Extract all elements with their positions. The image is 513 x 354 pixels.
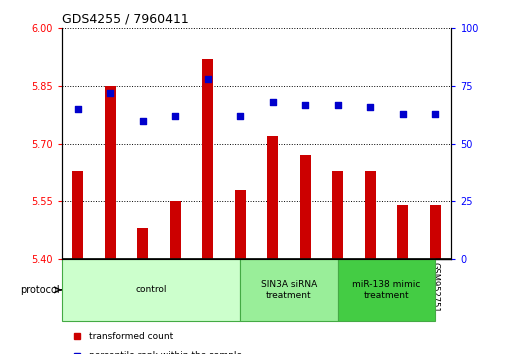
Bar (429, 205, 441, 259)
Text: miR-138 mimic
treatment: miR-138 mimic treatment (352, 280, 421, 299)
Bar (62, 259, 240, 321)
Point (139, 118, 147, 124)
Text: SIN3A siRNA
treatment: SIN3A siRNA treatment (261, 280, 317, 299)
Bar (300, 155, 311, 259)
Point (399, 111, 407, 116)
Text: percentile rank within the sample: percentile rank within the sample (89, 351, 242, 354)
Bar (332, 171, 343, 259)
Bar (365, 171, 376, 259)
Point (236, 113, 244, 119)
Point (301, 102, 309, 107)
Bar (338, 259, 435, 321)
Bar (234, 190, 246, 259)
Point (171, 113, 180, 119)
Bar (170, 201, 181, 259)
Point (333, 102, 342, 107)
Point (204, 76, 212, 82)
Bar (72, 171, 84, 259)
Point (269, 99, 277, 105)
Point (74, 106, 82, 112)
Text: protocol: protocol (21, 285, 60, 295)
Text: control: control (135, 285, 167, 295)
Text: transformed count: transformed count (89, 332, 173, 341)
Point (106, 90, 114, 96)
Point (431, 111, 439, 116)
Bar (105, 86, 116, 259)
Text: GDS4255 / 7960411: GDS4255 / 7960411 (62, 13, 188, 26)
Bar (267, 136, 279, 259)
Bar (240, 259, 338, 321)
Bar (137, 228, 148, 259)
Bar (202, 59, 213, 259)
Point (366, 104, 374, 110)
Bar (397, 205, 408, 259)
